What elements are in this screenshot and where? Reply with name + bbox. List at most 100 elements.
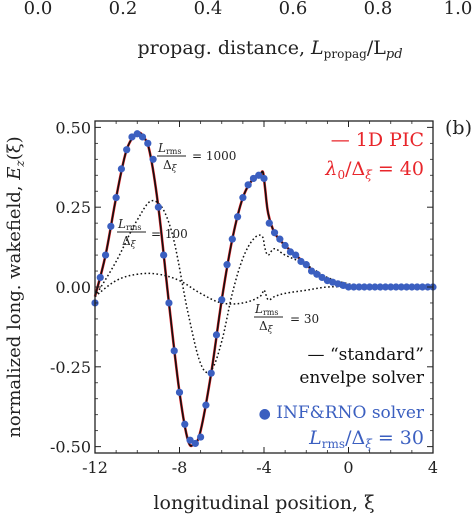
legend-inf-label: ● INF&RNO solver: [259, 403, 425, 423]
inf-rno-point: [191, 439, 199, 448]
inf-rno-point: [160, 251, 168, 259]
annotation-30-num: Lrms: [254, 302, 278, 317]
inf-rno-point: [128, 133, 136, 141]
inf-rno-point: [292, 251, 300, 259]
top-tick-label: 0.8: [364, 0, 393, 19]
annotation-100-num: Lrms: [117, 217, 141, 232]
inf-rno-point: [350, 283, 358, 291]
inf-rno-point: [112, 194, 120, 202]
series-layer: [91, 130, 437, 448]
inf-rno-point: [244, 181, 252, 189]
top-tick-label: 0.2: [109, 0, 138, 19]
inf-rno-point: [212, 331, 221, 339]
inf-rno-point: [318, 273, 326, 282]
annotation-1000-den: Δξ: [163, 158, 178, 174]
panel-label: (b): [445, 117, 472, 139]
x-tick-label: 4: [428, 458, 438, 477]
top-tick-label: 1.0: [444, 0, 473, 19]
inf-rno-point: [154, 203, 162, 211]
inf-rno-point: [197, 433, 205, 441]
top-fragment: 0.0 0.2 0.4 0.6 0.8 1.0 propag. distance…: [24, 0, 473, 62]
plot: -12 -8 -4 0 4 -0.50 -0.25 0.00 0.25 0.50: [50, 118, 438, 477]
inf-rno-point: [202, 401, 210, 409]
inf-rno-point: [107, 222, 115, 230]
inf-rno-point: [239, 194, 247, 202]
x-axis-label: longitudinal position, ξ: [153, 492, 374, 514]
inf-rno-point: [260, 174, 268, 183]
legend-inf-param: Lrms/Δξ = 30: [308, 427, 424, 451]
inf-rno-point: [165, 299, 173, 307]
inf-rno-point: [281, 241, 289, 250]
inf-rno-point: [265, 219, 273, 227]
x-tick-label: -8: [172, 458, 188, 477]
y-tick-label: 0.25: [55, 198, 91, 217]
inf-rno-point: [381, 283, 390, 291]
y-tick-label: 0.00: [55, 278, 91, 297]
annotation-100-rhs: = 100: [151, 227, 188, 241]
inf-rno-point: [286, 248, 295, 256]
inf-rno-point: [397, 283, 405, 291]
annotation-100: Lrms Δξ = 100: [117, 217, 188, 250]
legend-pic-label: — 1D PIC: [331, 129, 424, 151]
inf-rno-point: [408, 283, 416, 291]
inf-rno-point: [181, 420, 189, 428]
x-tick-label: 0: [343, 458, 353, 477]
inf-rno-point: [233, 213, 242, 221]
inf-rno-point: [223, 261, 231, 269]
inf-rno-point: [270, 229, 279, 237]
inf-rno-point: [144, 139, 152, 147]
top-xlabel: propag. distance, Lpropag/Lpd: [137, 37, 402, 62]
inf-rno-point: [307, 267, 316, 275]
annotation-1000-rhs: = 1000: [192, 149, 236, 163]
inf-rno-point: [360, 283, 368, 291]
inf-rno-point: [96, 273, 104, 282]
top-tick-label: 0.4: [194, 0, 223, 19]
annotation-1000-num: Lrms: [157, 141, 181, 156]
top-tick-label: 0.6: [279, 0, 308, 19]
inf-rno-point: [344, 283, 353, 291]
inf-rno-point: [228, 235, 236, 243]
ticks-layer: -12 -8 -4 0 4 -0.50 -0.25 0.00 0.25 0.50: [50, 118, 438, 477]
series-4-points: [91, 130, 437, 448]
inf-rno-point: [297, 257, 305, 266]
x-tick-label: -12: [82, 458, 108, 477]
inf-rno-point: [186, 436, 194, 444]
inf-rno-point: [276, 235, 284, 243]
standard-30-series-line: [94, 272, 433, 305]
x-tick-label: -4: [256, 458, 272, 477]
inf-rno-point: [392, 283, 400, 291]
inf-rno-point: [207, 369, 215, 377]
annotation-30-den: Δξ: [259, 319, 274, 335]
inf-rno-point: [170, 347, 178, 355]
inf-rno-point: [371, 283, 379, 291]
inf-rno-point: [123, 146, 131, 154]
inf-rno-point: [366, 283, 374, 291]
inf-rno-point: [255, 171, 263, 179]
top-tick-label: 0.0: [24, 0, 53, 19]
inf-rno-point: [149, 155, 157, 163]
inf-rno-point: [218, 296, 226, 304]
legend-standard-line2: envelpe solver: [299, 368, 425, 388]
inf-rno-point: [302, 261, 310, 269]
legend-standard-line1: — “standard”: [308, 345, 424, 365]
y-tick-label: 0.50: [55, 118, 91, 137]
annotation-1000: Lrms Δξ = 1000: [157, 141, 236, 174]
inf-rno-point: [117, 165, 126, 173]
inf-rno-point: [138, 133, 147, 141]
inf-rno-point: [249, 174, 258, 183]
legend: — 1D PIC λ0/Δξ = 40 — “standard” envelpe…: [259, 129, 425, 451]
annotation-30: Lrms Δξ = 30: [254, 302, 319, 335]
legend-pic-param: λ0/Δξ = 40: [324, 158, 424, 182]
inf-rno-point: [101, 251, 110, 259]
annotation-30-rhs: = 30: [290, 312, 319, 326]
y-tick-label: -0.50: [50, 438, 91, 457]
annotation-100-den: Δξ: [122, 234, 137, 250]
inf-rno-point: [175, 388, 184, 396]
inf-rno-point: [313, 270, 321, 278]
standard-100-series-line: [94, 199, 434, 374]
inf-rno-point: [387, 283, 395, 291]
inf-rno-point: [402, 283, 411, 291]
inf-rno-point: [413, 283, 421, 291]
inf-rno-point: [133, 130, 141, 138]
